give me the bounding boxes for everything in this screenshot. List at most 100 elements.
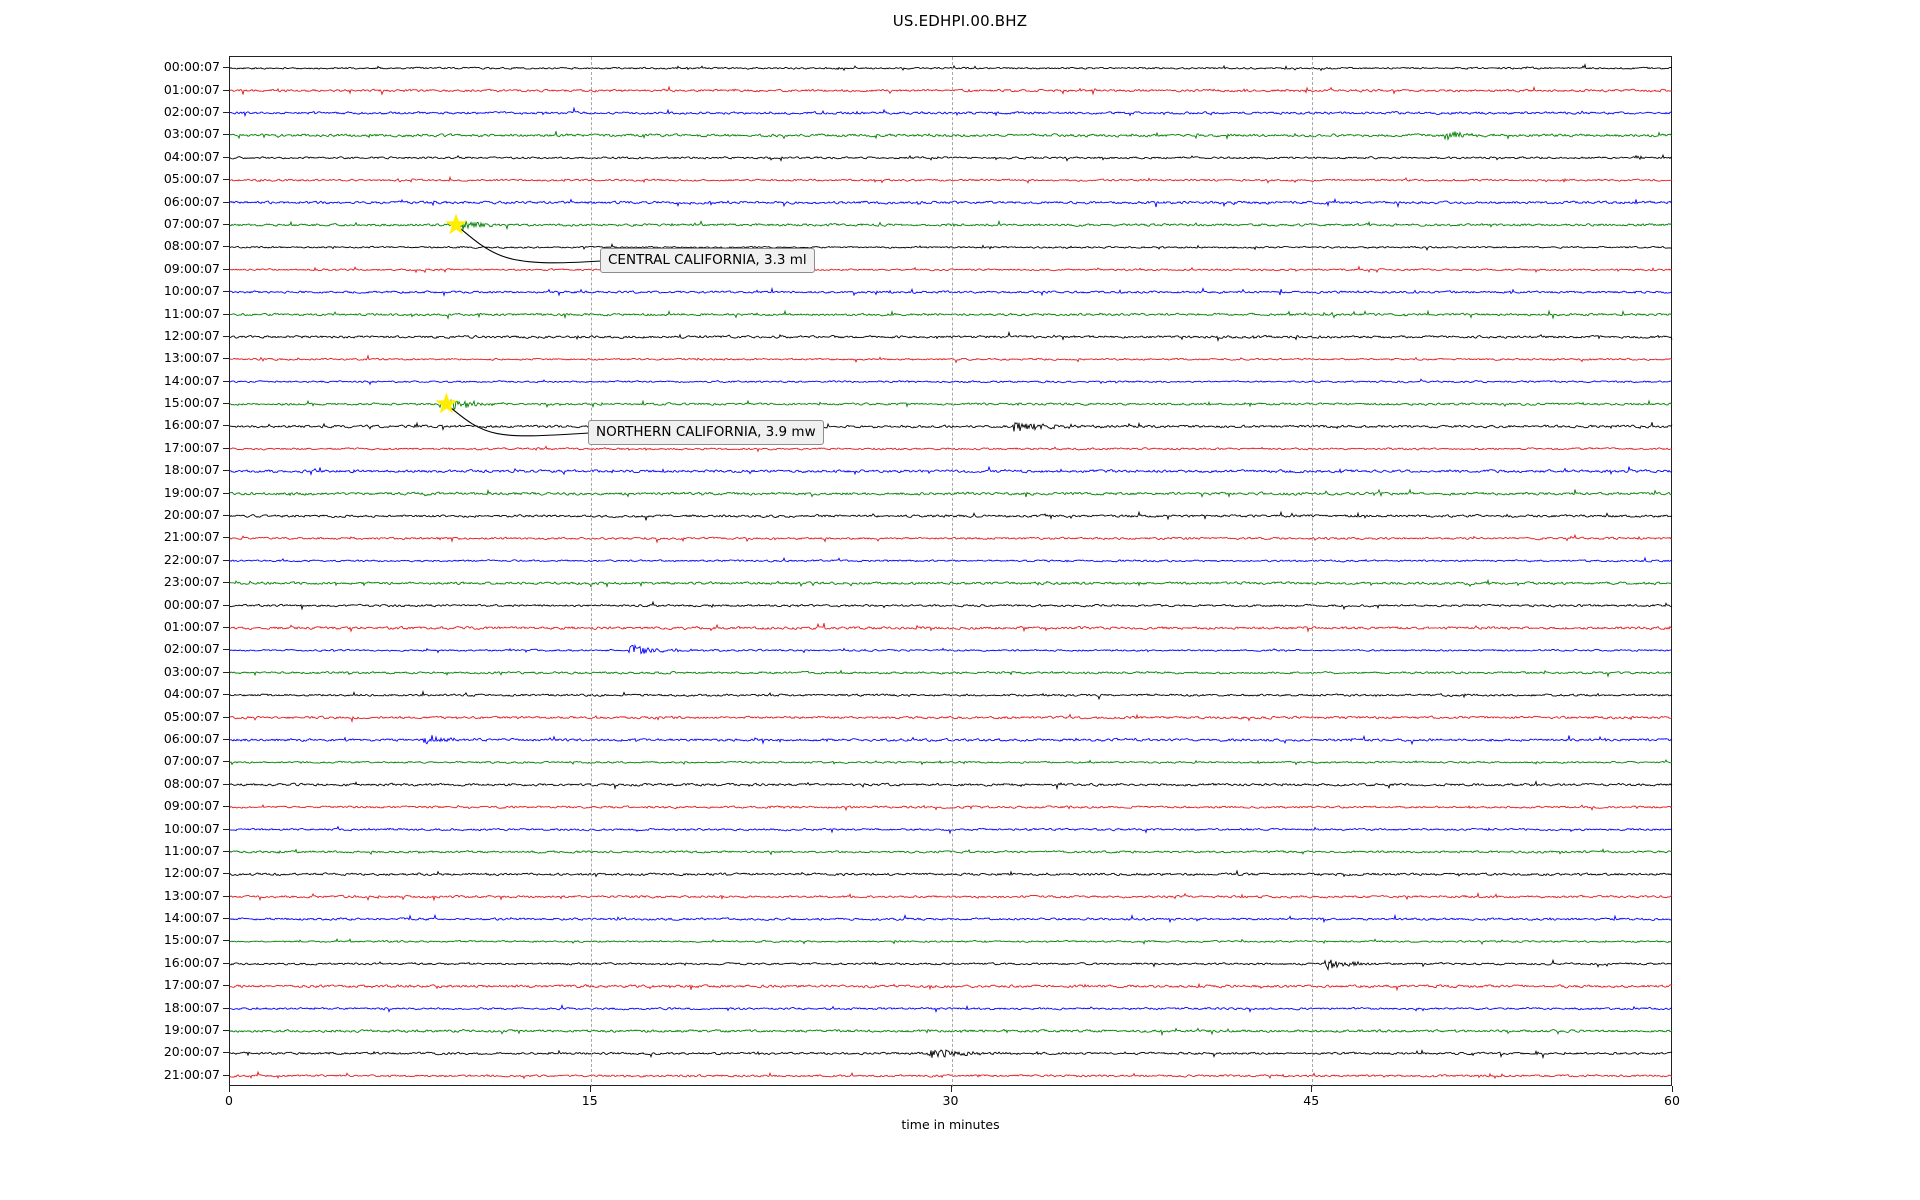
y-axis-tick-label: 20:00:07: [163, 1044, 220, 1060]
event-leader-line-1: [446, 403, 590, 437]
trace-row-42: [230, 1003, 1673, 1013]
y-axis-tick-label: 10:00:07: [163, 283, 220, 299]
y-axis-tick-label: 19:00:07: [163, 1022, 220, 1038]
y-axis-tick-label: 02:00:07: [163, 641, 220, 657]
y-axis-tick-mark: [223, 67, 229, 69]
y-axis-tick-label: 00:00:07: [163, 59, 220, 75]
y-axis-tick-label: 21:00:07: [163, 529, 220, 545]
y-axis-tick-mark: [223, 313, 229, 315]
trace-row-12: [230, 330, 1673, 343]
y-axis-tick-mark: [223, 604, 229, 606]
y-axis-tick-label: 23:00:07: [163, 574, 220, 590]
event-callout-northern-california: NORTHERN CALIFORNIA, 3.9 mw: [588, 420, 824, 445]
x-axis-tick-label: 60: [1664, 1093, 1680, 1108]
trace-row-27: [230, 669, 1673, 678]
y-axis-tick-mark: [223, 358, 229, 360]
y-axis-tick-label: 10:00:07: [163, 820, 220, 836]
y-axis-tick-mark: [223, 291, 229, 293]
trace-row-20: [230, 510, 1673, 521]
y-axis-tick-mark: [223, 761, 229, 763]
y-axis-tick-mark: [223, 895, 229, 897]
y-axis-tick-label: 12:00:07: [163, 327, 220, 343]
y-axis-tick-label: 05:00:07: [163, 708, 220, 724]
trace-row-16: [230, 421, 1673, 432]
trace-row-15: [230, 398, 1673, 411]
y-axis-tick-label: 09:00:07: [163, 260, 220, 276]
y-axis-tick-label: 04:00:07: [163, 686, 220, 702]
trace-row-37: [230, 891, 1673, 902]
grid-line: [951, 57, 953, 1087]
y-axis-tick-mark: [223, 246, 229, 248]
trace-row-19: [230, 488, 1673, 499]
trace-row-13: [230, 354, 1673, 364]
y-axis-tick-label: 14:00:07: [163, 372, 220, 388]
trace-row-3: [230, 131, 1673, 142]
y-axis-tick-label: 03:00:07: [163, 126, 220, 142]
y-axis-tick-label: 21:00:07: [163, 1066, 220, 1082]
x-axis-tick-mark: [589, 1086, 591, 1092]
y-axis-tick-mark: [223, 626, 229, 628]
page-title: US.EDHPI.00.BHZ: [892, 12, 1028, 30]
y-axis-tick-label: 17:00:07: [163, 439, 220, 455]
x-axis-tick-label: 30: [942, 1093, 959, 1108]
y-axis-tick-label: 20:00:07: [163, 507, 220, 523]
y-axis-tick-label: 13:00:07: [163, 887, 220, 903]
y-axis-tick-label: 01:00:07: [163, 618, 220, 634]
trace-row-38: [230, 913, 1673, 924]
trace-row-5: [230, 175, 1673, 184]
y-axis-tick-mark: [223, 828, 229, 830]
y-axis-tick-mark: [223, 806, 229, 808]
plot-area: [229, 56, 1673, 1087]
y-axis-tick-label: 18:00:07: [163, 999, 220, 1015]
trace-row-17: [230, 445, 1673, 453]
y-axis-tick-label: 16:00:07: [163, 417, 220, 433]
trace-row-33: [230, 804, 1673, 812]
y-axis-tick-mark: [223, 179, 229, 181]
trace-row-14: [230, 378, 1673, 386]
y-axis-tick-mark: [223, 201, 229, 203]
y-axis-tick-label: 07:00:07: [163, 215, 220, 231]
y-axis-tick-label: 16:00:07: [163, 954, 220, 970]
y-axis-tick-label: 12:00:07: [163, 865, 220, 881]
y-axis-tick-mark: [223, 492, 229, 494]
x-axis-tick-label: 15: [581, 1093, 598, 1108]
x-axis-tick-mark: [229, 1086, 230, 1092]
y-axis-tick-mark: [223, 738, 229, 740]
x-axis-tick-mark: [950, 1086, 952, 1092]
y-axis-tick-label: 13:00:07: [163, 350, 220, 366]
x-axis-title: time in minutes: [901, 1117, 1000, 1132]
y-axis-tick-mark: [223, 223, 229, 225]
y-axis-tick-mark: [223, 559, 229, 561]
trace-row-7: [230, 219, 1673, 231]
y-axis-tick-mark: [223, 156, 229, 158]
y-axis-tick-label: 03:00:07: [163, 663, 220, 679]
trace-row-2: [230, 106, 1673, 118]
trace-row-1: [230, 85, 1673, 96]
y-axis-tick-mark: [223, 962, 229, 964]
trace-row-39: [230, 938, 1673, 945]
trace-row-11: [230, 309, 1673, 320]
trace-row-25: [230, 622, 1673, 633]
y-axis-tick-label: 15:00:07: [163, 395, 220, 411]
trace-row-9: [230, 265, 1673, 274]
y-axis-tick-mark: [223, 89, 229, 91]
y-axis-tick-label: 02:00:07: [163, 103, 220, 119]
y-axis-tick-label: 06:00:07: [163, 730, 220, 746]
y-axis-tick-mark: [223, 268, 229, 270]
y-axis-tick-mark: [223, 873, 229, 875]
y-axis-tick-mark: [223, 515, 229, 517]
y-axis-tick-label: 17:00:07: [163, 977, 220, 993]
seismic-traces: [230, 63, 1673, 1080]
event-star-marker-0: [445, 213, 468, 235]
y-axis-tick-mark: [223, 537, 229, 539]
trace-row-29: [230, 713, 1673, 724]
x-axis-tick-label: 0: [225, 1093, 233, 1108]
event-leader-line-0: [455, 224, 602, 264]
trace-row-45: [230, 1070, 1673, 1080]
trace-row-28: [230, 689, 1673, 701]
trace-row-34: [230, 825, 1673, 835]
trace-row-36: [230, 869, 1673, 878]
y-axis-tick-mark: [223, 918, 229, 920]
y-axis-tick-mark: [223, 1030, 229, 1032]
